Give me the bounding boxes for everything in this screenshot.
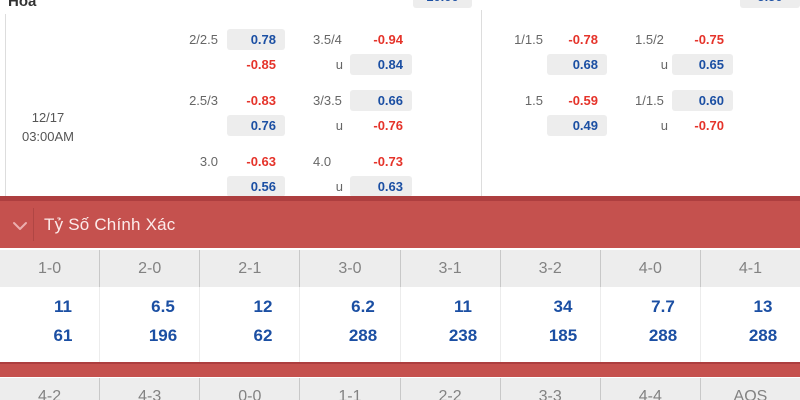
m1-handicap-odd[interactable]: 0.78 [227, 29, 285, 50]
left-section-divider [5, 14, 6, 197]
score-odd[interactable]: 6.5 [151, 297, 175, 316]
score-value-area [0, 287, 800, 362]
under-marker: u [335, 57, 343, 72]
score-odd[interactable]: 288 [748, 326, 778, 345]
m1-under-odd[interactable]: -0.76 [373, 118, 403, 133]
score-header: 2-1 [200, 250, 301, 287]
score-odds-row: 61 196 62 288 238 185 288 288 [0, 325, 800, 347]
chevron-down-icon[interactable] [12, 218, 28, 236]
m2-handicap-line: 1/1.5 [514, 32, 543, 47]
score-odd[interactable]: 11 [454, 297, 472, 316]
m1-ou-line: 3.5/4 [313, 32, 342, 47]
m2-handicap-odd[interactable]: 0.49 [547, 115, 607, 136]
score-header-row: 4-2 4-3 0-0 1-1 2-2 3-3 4-4 AOS [0, 378, 800, 400]
score-header: 2-0 [100, 250, 201, 287]
under-marker: u [335, 179, 343, 194]
score-header: 4-4 [601, 378, 701, 400]
score-odd[interactable]: 288 [648, 326, 678, 345]
m2-under-odd[interactable]: 0.65 [672, 54, 733, 75]
m1-handicap-line: 2/2.5 [189, 32, 218, 47]
m1-handicap-odd[interactable]: -0.83 [246, 93, 276, 108]
score-odd[interactable]: 238 [448, 326, 478, 345]
m2-ou-line: 1.5/2 [635, 32, 664, 47]
m2-handicap-odd[interactable]: -0.78 [568, 32, 598, 47]
score-header: 3-2 [501, 250, 601, 287]
m1-handicap-line: 3.0 [199, 154, 218, 169]
score-header: 4-2 [0, 378, 101, 400]
score-odd[interactable]: 13 [753, 297, 773, 316]
m1-handicap-odd[interactable]: -0.63 [246, 154, 276, 169]
draw-odds-match2[interactable]: 5.50 [740, 0, 800, 8]
score-header: 1-1 [300, 378, 401, 400]
m2-over-odd[interactable]: 0.60 [672, 90, 733, 111]
m2-handicap-line: 1.5 [524, 93, 543, 108]
score-header: 3-0 [300, 250, 401, 287]
score-header: 4-0 [601, 250, 701, 287]
m1-ou-line: 4.0 [313, 154, 332, 169]
score-header: 3-3 [501, 378, 601, 400]
score-odd[interactable]: 6.2 [351, 297, 375, 316]
score-odd[interactable]: 7.7 [651, 297, 675, 316]
m1-handicap-line: 2.5/3 [189, 93, 218, 108]
section-divider-bar [0, 362, 800, 377]
score-odd[interactable]: 11 [54, 297, 72, 316]
m1-handicap-odd[interactable]: -0.85 [246, 57, 276, 72]
m1-over-odd[interactable]: 0.66 [350, 90, 412, 111]
fixture-datetime: 12/17 03:00AM [0, 108, 96, 146]
section-title: Tỷ Số Chính Xác [44, 215, 176, 234]
score-header-row: 1-0 2-0 2-1 3-0 3-1 3-2 4-0 4-1 [0, 250, 800, 287]
m1-over-odd[interactable]: -0.73 [373, 154, 403, 169]
score-header: 1-0 [0, 250, 101, 287]
m1-ou-line: 3/3.5 [313, 93, 342, 108]
m2-under-odd[interactable]: -0.70 [694, 118, 724, 133]
score-header: 4-1 [738, 260, 762, 277]
fixture-date: 12/17 [31, 110, 65, 125]
correct-score-section-header[interactable]: Tỷ Số Chính Xác [0, 196, 800, 248]
score-header: 2-2 [401, 378, 501, 400]
score-odd[interactable]: 12 [253, 297, 273, 316]
score-header: 0-0 [200, 378, 301, 400]
score-odd[interactable]: 62 [253, 326, 273, 345]
m2-ou-line: 1/1.5 [635, 93, 664, 108]
m1-under-odd[interactable]: 0.63 [350, 176, 412, 197]
banner-separator [33, 208, 34, 241]
score-odd[interactable]: 288 [348, 326, 378, 345]
score-header: AOS [733, 388, 768, 400]
fixture-time: 03:00AM [21, 129, 75, 144]
score-odd[interactable]: 185 [548, 326, 578, 345]
score-odds-row: 11 6.5 12 6.2 11 34 7.7 13 [0, 296, 800, 318]
m1-under-odd[interactable]: 0.84 [350, 54, 412, 75]
match-column-divider [481, 10, 482, 197]
m2-over-odd[interactable]: -0.75 [694, 32, 724, 47]
under-marker: u [660, 118, 668, 133]
draw-odds-match1[interactable]: 10.00 [413, 0, 472, 8]
score-odd[interactable]: 196 [148, 326, 178, 345]
score-header: 4-3 [100, 378, 201, 400]
score-odd[interactable]: 61 [53, 326, 73, 345]
m1-handicap-odd[interactable]: 0.76 [227, 115, 285, 136]
m1-handicap-odd[interactable]: 0.56 [227, 176, 285, 197]
under-marker: u [335, 118, 343, 133]
score-odd[interactable]: 34 [553, 297, 573, 316]
score-header: 3-1 [401, 250, 501, 287]
under-marker: u [660, 57, 668, 72]
m1-over-odd[interactable]: -0.94 [373, 32, 403, 47]
draw-row-label: Hòa [8, 0, 37, 10]
m2-handicap-odd[interactable]: 0.68 [547, 54, 607, 75]
m2-handicap-odd[interactable]: -0.59 [568, 93, 598, 108]
